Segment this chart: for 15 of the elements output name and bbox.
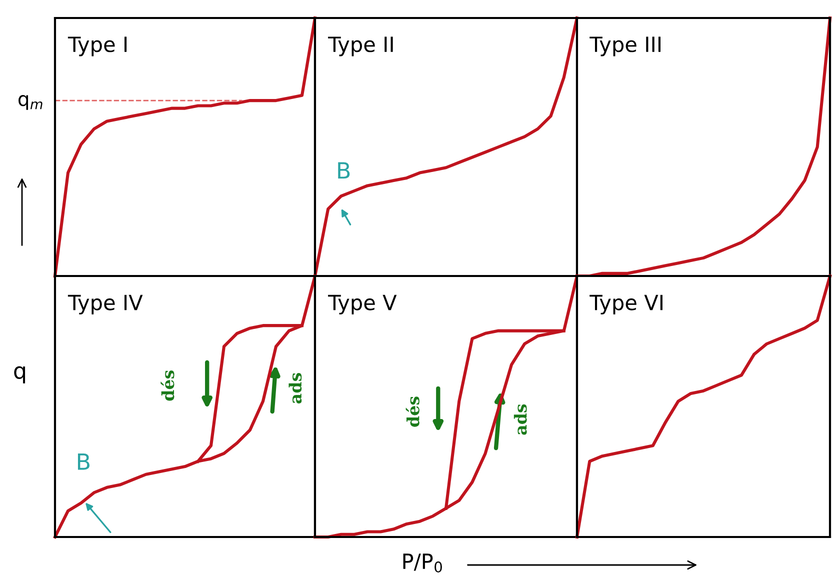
annotation: B	[78, 454, 90, 470]
text: Type IV	[68, 294, 143, 314]
y-axis-title: q	[14, 366, 26, 384]
x-axis-title: P/P$_{0}$	[403, 554, 442, 572]
text: Type V	[328, 294, 397, 314]
annotation: B	[338, 162, 350, 178]
text: Type II	[328, 36, 393, 56]
annotation: dés	[160, 370, 174, 401]
text: Type VI	[590, 294, 662, 314]
annotation: dés	[406, 396, 420, 427]
text: Type I	[68, 36, 127, 56]
annotation: ads	[288, 372, 302, 404]
annotation: ads	[514, 404, 527, 435]
ref-line-label: q$_{m}$	[18, 94, 42, 110]
text: Type III	[590, 36, 660, 56]
